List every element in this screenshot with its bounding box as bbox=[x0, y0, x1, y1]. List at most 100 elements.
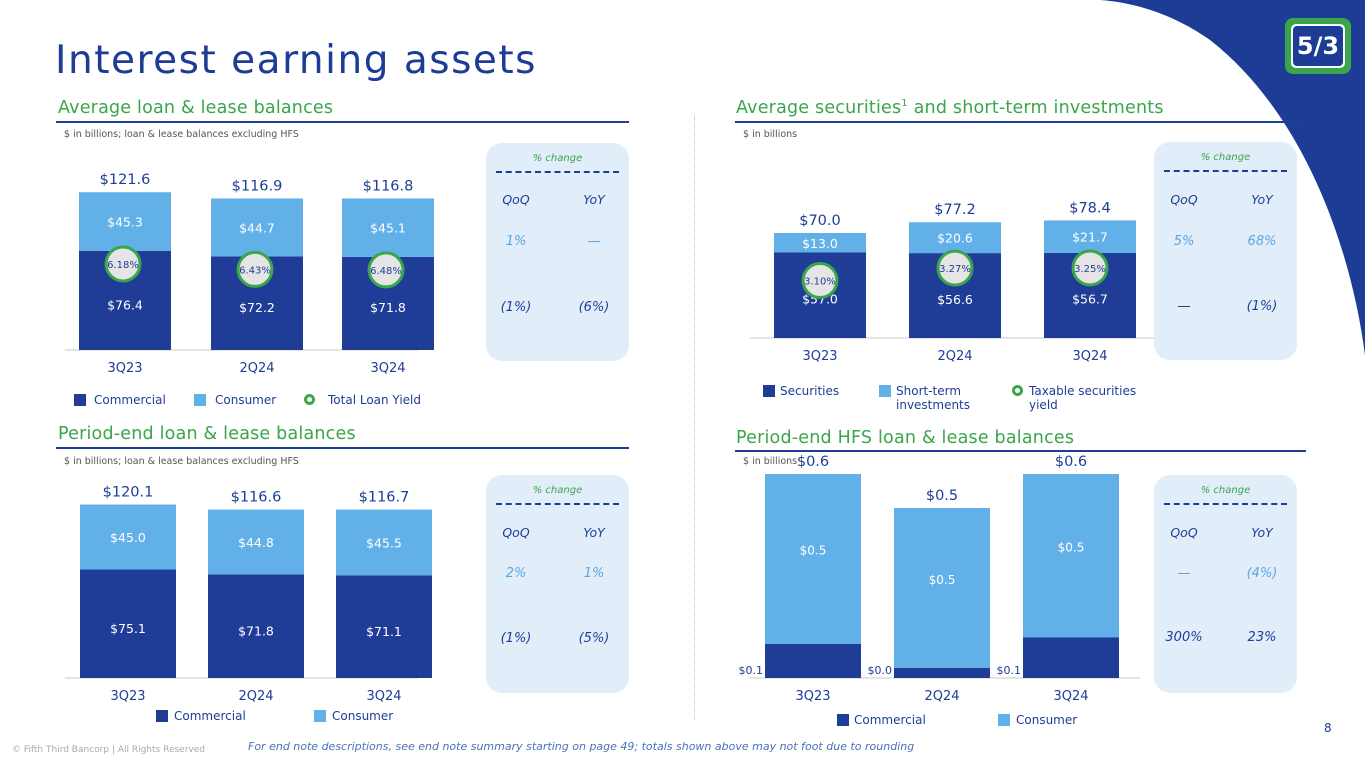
change-header: % change bbox=[1200, 485, 1251, 496]
bar-consumer bbox=[765, 474, 861, 644]
consumer-qoq: 1% bbox=[505, 234, 527, 249]
bar-consumer bbox=[336, 509, 432, 576]
legend-commercial-swatch bbox=[156, 710, 168, 722]
commercial-value-label: $75.1 bbox=[110, 621, 146, 636]
copyright-footer: © Fifth Third Bancorp | All Rights Reser… bbox=[12, 745, 205, 755]
bar-consumer bbox=[211, 198, 303, 257]
legend-yield-icon bbox=[304, 394, 315, 405]
total-label: $78.4 bbox=[1069, 200, 1111, 216]
avg-loans-change-panel: % change QoQ YoY 1% — (1%) (6%) bbox=[486, 143, 629, 361]
consumer-value-label: $45.5 bbox=[366, 535, 402, 550]
x-tick-label: 2Q24 bbox=[238, 689, 273, 704]
qoq-label: QoQ bbox=[1170, 525, 1198, 540]
commercial-value-label: $71.8 bbox=[238, 623, 274, 638]
total-label: $116.6 bbox=[231, 490, 282, 506]
securities-value-label: $56.7 bbox=[1072, 292, 1108, 307]
pe-hfs-subnote: $ in billions bbox=[743, 456, 798, 467]
change-header: % change bbox=[1200, 152, 1251, 163]
footnote-marker: 1 bbox=[901, 98, 908, 110]
consumer-value-label: $45.3 bbox=[107, 215, 143, 230]
legend-total-loan-yield: Total Loan Yield bbox=[328, 393, 421, 407]
pe-loans-title: Period-end loan & lease balances bbox=[58, 424, 356, 444]
legend-consumer-swatch bbox=[314, 710, 326, 722]
avg-loans-title: Average loan & lease balances bbox=[58, 98, 334, 118]
bar-commercial bbox=[765, 644, 861, 678]
short-term-investments-value-label: $20.6 bbox=[937, 231, 973, 246]
yield-marker bbox=[1071, 249, 1109, 287]
pe-hfs-chart: 3Q23 $0.6 $0.1 $0.5 2Q24 $0.5 $0.0 $0.5 3Q24 $0.6… bbox=[739, 454, 1140, 704]
legend-short-term: Short-term investments bbox=[896, 384, 971, 412]
total-label: $0.5 bbox=[926, 488, 958, 504]
bar-short-term-investments bbox=[1044, 220, 1136, 253]
yoy-label: YoY bbox=[583, 525, 605, 540]
bar-commercial bbox=[1023, 637, 1119, 678]
yield-marker bbox=[936, 249, 974, 287]
brand-logo: 5/3 bbox=[1285, 18, 1351, 74]
avg-securities-title-main: Average securities bbox=[736, 98, 902, 118]
pe-loans-rule bbox=[56, 447, 629, 449]
yield-label: 6.43% bbox=[239, 265, 271, 276]
legend-securities: Securities bbox=[780, 384, 840, 398]
pe-hfs-title: Period-end HFS loan & lease balances bbox=[736, 428, 1075, 448]
legend-consumer: Consumer bbox=[215, 393, 277, 407]
total-label: $77.2 bbox=[934, 202, 976, 218]
change-divider bbox=[496, 171, 619, 173]
pe-hfs-rule bbox=[735, 450, 1306, 452]
short-term-investments-value-label: $21.7 bbox=[1072, 230, 1108, 245]
legend-short-term-swatch bbox=[879, 385, 891, 397]
change-header: % change bbox=[532, 153, 583, 164]
yield-label: 6.18% bbox=[107, 260, 139, 271]
avg-securities-title: Average securities1 and short-term inves… bbox=[736, 98, 1164, 118]
legend-commercial-swatch bbox=[837, 714, 849, 726]
avg-securities-chart: 3Q23$70.0$57.0$13.03.10%2Q24$77.2$56.6$2… bbox=[750, 200, 1158, 364]
change-divider bbox=[1164, 503, 1287, 505]
yoy-label: YoY bbox=[583, 192, 605, 207]
yoy-label: YoY bbox=[1251, 192, 1273, 207]
yield-label: 3.25% bbox=[1074, 264, 1106, 275]
qoq-label: QoQ bbox=[1170, 192, 1198, 207]
total-label: $0.6 bbox=[1055, 454, 1087, 470]
total-label: $116.8 bbox=[363, 178, 414, 194]
bar-commercial bbox=[80, 569, 176, 678]
total-label: $116.7 bbox=[359, 490, 410, 506]
x-tick-label: 3Q23 bbox=[802, 349, 837, 364]
total-label: $70.0 bbox=[799, 213, 841, 229]
commercial-value-label: $71.1 bbox=[366, 624, 402, 639]
short-term-qoq: 5% bbox=[1173, 234, 1195, 249]
yield-marker bbox=[367, 251, 405, 289]
consumer-yoy: — bbox=[587, 234, 601, 249]
securities-value-label: $56.6 bbox=[937, 292, 973, 307]
legend-commercial-swatch bbox=[74, 394, 86, 406]
bar-commercial bbox=[336, 575, 432, 678]
pe-loans-change-panel: % change QoQ YoY 2% 1% (1%) (5%) bbox=[486, 475, 629, 693]
yoy-label: YoY bbox=[1251, 525, 1273, 540]
short-term-investments-value-label: $13.0 bbox=[802, 236, 838, 251]
bar-consumer bbox=[79, 192, 171, 251]
x-tick-label: 3Q24 bbox=[1053, 689, 1088, 704]
legend-commercial: Commercial bbox=[174, 709, 246, 723]
x-tick-label: 3Q24 bbox=[370, 361, 405, 376]
bar-commercial bbox=[894, 667, 990, 678]
commercial-qoq: (1%) bbox=[500, 300, 532, 315]
total-label: $0.6 bbox=[797, 454, 829, 470]
bar-consumer bbox=[894, 508, 990, 668]
legend-taxable-yield-icon bbox=[1012, 385, 1023, 396]
bar-consumer bbox=[342, 198, 434, 257]
consumer-value-label: $44.7 bbox=[239, 220, 275, 235]
bar-short-term-investments bbox=[909, 222, 1001, 254]
consumer-value-label: $0.5 bbox=[800, 544, 827, 558]
commercial-yoy: (5%) bbox=[578, 631, 610, 646]
avg-securities-rule bbox=[735, 121, 1306, 123]
x-tick-label: 3Q23 bbox=[110, 689, 145, 704]
securities-yoy: (1%) bbox=[1246, 299, 1278, 314]
legend-consumer: Consumer bbox=[332, 709, 394, 723]
pe-hfs-change-panel: % change QoQ YoY — (4%) 300% 23% bbox=[1154, 475, 1297, 693]
commercial-value-label: $76.4 bbox=[107, 297, 143, 312]
avg-loans-rule bbox=[56, 121, 629, 123]
commercial-qoq: 300% bbox=[1165, 630, 1203, 645]
yield-marker bbox=[801, 262, 839, 299]
x-tick-label: 2Q24 bbox=[924, 689, 959, 704]
x-tick-label: 3Q24 bbox=[366, 689, 401, 704]
avg-securities-title-rest: and short-term investments bbox=[907, 98, 1164, 118]
x-tick-label: 2Q24 bbox=[937, 349, 972, 364]
